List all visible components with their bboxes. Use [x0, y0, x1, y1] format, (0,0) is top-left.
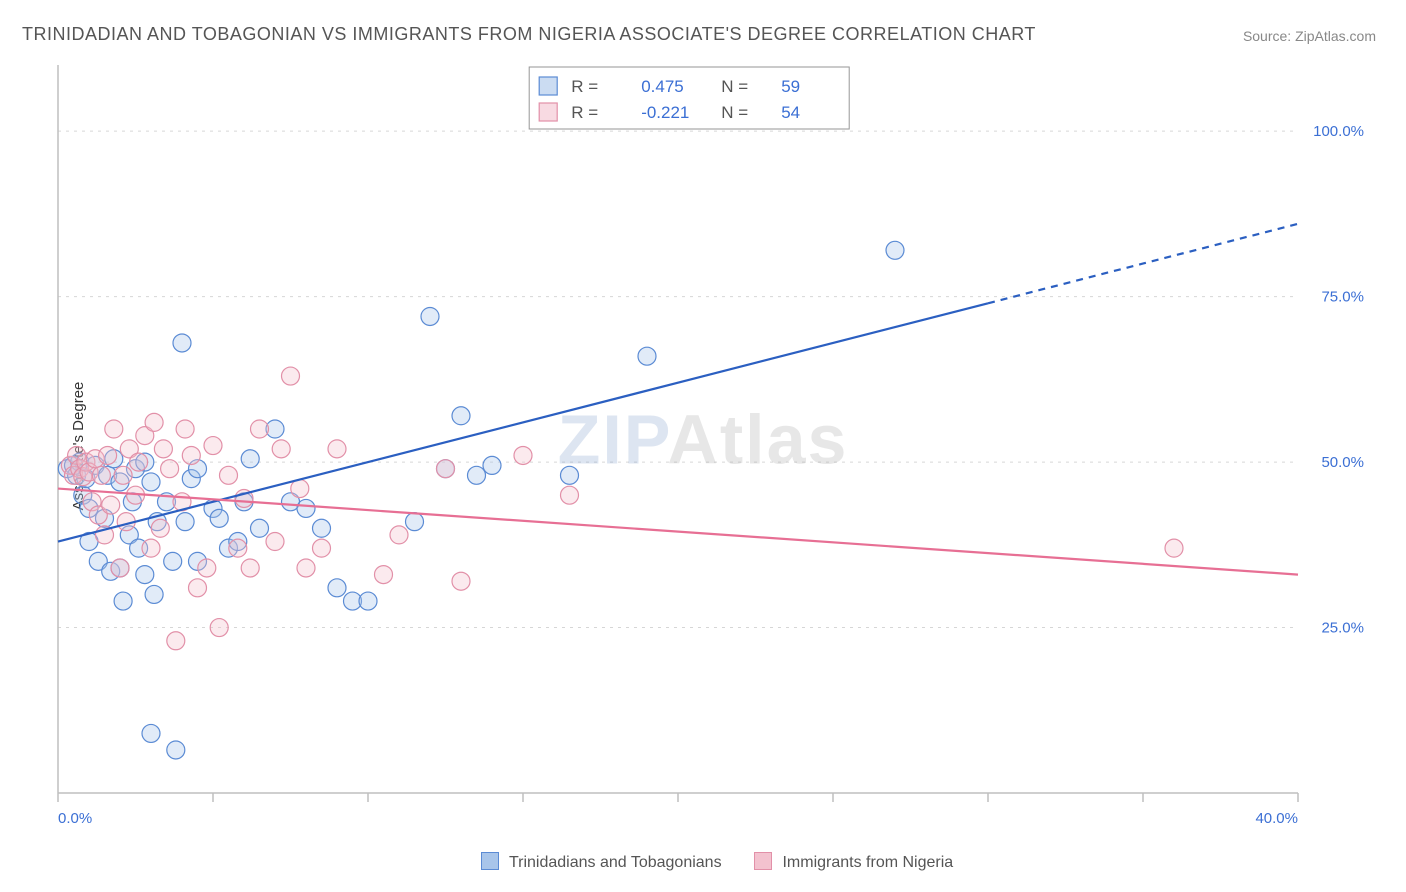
svg-text:N =: N = [721, 103, 748, 122]
bottom-legend: Trinidadians and Tobagonians Immigrants … [0, 852, 1406, 872]
legend-swatch-2 [754, 852, 772, 870]
svg-text:R =: R = [571, 77, 598, 96]
legend-label-1: Trinidadians and Tobagonians [509, 854, 722, 871]
plot-area: 0.0% 40.0% 25.0% 50.0% 75.0% 100.0% R = 0.475 N … [50, 65, 1380, 843]
svg-text:0.475: 0.475 [641, 77, 684, 96]
svg-text:25.0%: 25.0% [1321, 620, 1364, 637]
legend-swatch-1 [481, 852, 499, 870]
chart-title: TRINIDADIAN AND TOBAGONIAN VS IMMIGRANTS… [22, 24, 1036, 45]
scatter-chart: 0.0% 40.0% 25.0% 50.0% 75.0% 100.0% R = 0.475 N … [50, 65, 1380, 843]
svg-text:R =: R = [571, 103, 598, 122]
svg-text:54: 54 [781, 103, 800, 122]
svg-text:40.0%: 40.0% [1255, 810, 1298, 827]
source-text: Source: ZipAtlas.com [1243, 28, 1376, 44]
legend-label-2: Immigrants from Nigeria [782, 854, 953, 871]
svg-text:N =: N = [721, 77, 748, 96]
svg-text:75.0%: 75.0% [1321, 289, 1364, 306]
svg-text:50.0%: 50.0% [1321, 454, 1364, 471]
svg-text:100.0%: 100.0% [1313, 123, 1364, 140]
svg-text:0.0%: 0.0% [58, 810, 92, 827]
svg-text:-0.221: -0.221 [641, 103, 689, 122]
svg-text:59: 59 [781, 77, 800, 96]
